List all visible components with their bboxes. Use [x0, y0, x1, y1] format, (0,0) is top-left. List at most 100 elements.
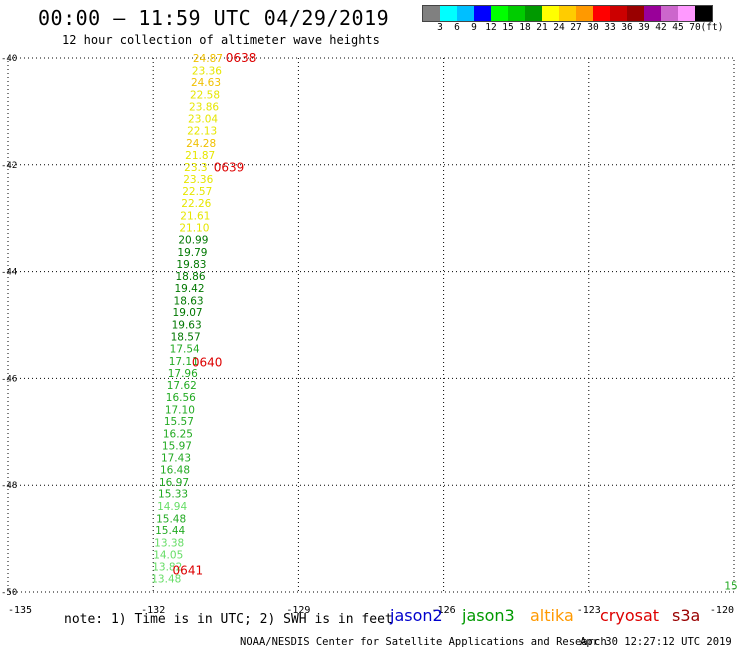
color-swatch-10 — [593, 6, 610, 21]
pass-time-label: 0638 — [226, 51, 257, 65]
color-scale-label: 36 — [621, 22, 633, 33]
wave-height-value: 15.57 — [164, 416, 194, 428]
wave-height-value: 19.79 — [177, 247, 207, 259]
color-swatch-4 — [491, 6, 508, 21]
wave-height-value: 23.86 — [189, 102, 219, 114]
wave-height-value: 14.94 — [157, 501, 187, 513]
wave-height-value: 21.61 — [180, 211, 210, 223]
wave-height-value: 23.04 — [188, 113, 218, 125]
wave-height-value: 17.10 — [165, 404, 195, 416]
wave-height-value: 16.97 — [159, 477, 189, 489]
wave-height-value: 19.07 — [173, 307, 203, 319]
wave-height-value: 16.56 — [166, 392, 196, 404]
wave-height-value: 20.99 — [178, 235, 208, 247]
longitude-tick-label: -126 — [432, 605, 456, 616]
color-swatch-15 — [678, 6, 695, 21]
wave-height-value: 16.25 — [163, 428, 193, 440]
color-scale-label: 33 — [604, 22, 616, 33]
wave-height-value: 17.96 — [168, 368, 198, 380]
color-scale-label: 3 — [437, 22, 443, 33]
wave-height-value: 15.33 — [158, 489, 188, 501]
wave-height-value: 19.42 — [174, 283, 204, 295]
color-scale-label: 30 — [587, 22, 599, 33]
longitude-tick-label: -120 — [710, 605, 734, 616]
wave-height-value: 13.82 — [152, 561, 182, 573]
color-swatch-6 — [525, 6, 542, 21]
wave-height-value: 13.48 — [151, 574, 181, 586]
longitude-tick-label: -123 — [577, 605, 601, 616]
color-scale-labels: 3 6 9 12 15 18 21 24 27 30 33 36 39 42 45 70 (ft) — [422, 22, 740, 34]
latitude-tick-label: -42 — [1, 161, 17, 171]
longitude-tick-label: -135 — [8, 605, 32, 616]
color-swatch-16 — [695, 6, 712, 21]
color-swatch-2 — [457, 6, 474, 21]
wave-height-value: 17.43 — [161, 452, 191, 464]
color-scale-label: (ft) — [700, 22, 724, 33]
color-swatch-14 — [661, 6, 678, 21]
wave-height-value: 18.57 — [171, 332, 201, 344]
color-swatch-1 — [440, 6, 457, 21]
longitude-tick-label: -132 — [141, 605, 165, 616]
color-swatch-8 — [559, 6, 576, 21]
pass-time-label: 0641 — [173, 564, 204, 578]
map-frame — [7, 57, 735, 593]
pass-time-label: 0640 — [192, 355, 223, 369]
satellite-legend-altika: altika — [530, 606, 574, 625]
latitude-tick-label: -40 — [1, 54, 17, 64]
wave-height-value: 18.63 — [174, 295, 204, 307]
color-scale-label: 70 — [689, 22, 701, 33]
color-swatch-12 — [627, 6, 644, 21]
wave-height-value: 22.13 — [187, 126, 217, 138]
wave-height-value: 21.10 — [179, 222, 209, 234]
latitude-tick-label: -48 — [1, 481, 17, 491]
satellite-legend-jason3: jason3 — [462, 606, 515, 625]
satellite-legend-cryosat: cryosat — [600, 606, 660, 625]
color-swatch-13 — [644, 6, 661, 21]
wave-height-value: 15 — [724, 580, 737, 592]
wave-height-value: 22.58 — [190, 89, 220, 101]
color-swatch-0 — [423, 6, 440, 21]
wave-height-value: 22.57 — [182, 186, 212, 198]
color-swatch-5 — [508, 6, 525, 21]
wave-height-value: 18.86 — [175, 271, 205, 283]
color-scale-bar — [422, 5, 713, 22]
page-title: 00:00 – 11:59 UTC 04/29/2019 — [38, 6, 390, 30]
satellite-legend-jason2: jason2 — [390, 606, 443, 625]
wave-height-value: 24.28 — [186, 138, 216, 150]
wave-height-value: 17.62 — [167, 380, 197, 392]
wave-height-value: 23.3 — [184, 162, 207, 174]
latitude-tick-label: -46 — [1, 374, 17, 384]
wave-height-value: 22.26 — [181, 198, 211, 210]
color-scale-label: 27 — [570, 22, 582, 33]
color-scale-label: 15 — [502, 22, 514, 33]
credit-text: NOAA/NESDIS Center for Satellite Applica… — [240, 636, 607, 648]
color-scale-label: 45 — [672, 22, 684, 33]
color-scale-label: 39 — [638, 22, 650, 33]
pass-time-label: 0639 — [214, 160, 245, 174]
color-scale-label: 21 — [536, 22, 548, 33]
color-swatch-7 — [542, 6, 559, 21]
units-note: note: 1) Time is in UTC; 2) SWH is in fe… — [64, 612, 393, 627]
color-scale-label: 6 — [454, 22, 460, 33]
wave-height-value: 17.11 — [169, 356, 199, 368]
longitude-tick-label: -129 — [286, 605, 310, 616]
color-swatch-3 — [474, 6, 491, 21]
wave-height-value: 19.83 — [176, 259, 206, 271]
wave-height-value: 24.63 — [191, 77, 221, 89]
color-scale-label: 12 — [485, 22, 497, 33]
color-scale-label: 42 — [655, 22, 667, 33]
wave-height-value: 15.97 — [162, 441, 192, 453]
wave-height-value: 13.38 — [154, 537, 184, 549]
latitude-tick-label: -44 — [1, 268, 17, 278]
wave-height-value: 21.87 — [185, 150, 215, 162]
wave-height-value: 23.36 — [192, 65, 222, 77]
generated-timestamp: Apr 30 12:27:12 UTC 2019 — [580, 636, 732, 648]
color-scale-label: 9 — [471, 22, 477, 33]
latitude-tick-label: -50 — [1, 588, 17, 598]
wave-height-value: 17.54 — [170, 343, 200, 355]
page-subtitle: 12 hour collection of altimeter wave hei… — [62, 33, 380, 47]
color-scale-label: 24 — [553, 22, 565, 33]
wave-height-value: 19.63 — [172, 319, 202, 331]
wave-height-value: 23.36 — [183, 174, 213, 186]
